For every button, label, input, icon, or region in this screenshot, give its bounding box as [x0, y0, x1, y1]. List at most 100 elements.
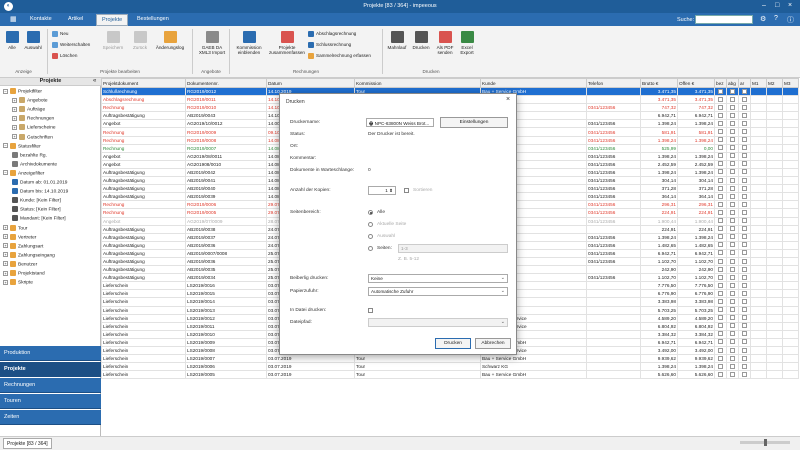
tree-item[interactable]: Status: [Kein Filter] [12, 206, 61, 213]
speichern-button[interactable]: Speichern [100, 31, 126, 50]
flag-cell[interactable] [738, 151, 751, 161]
flag-cell[interactable] [782, 95, 799, 105]
flag-checkbox[interactable] [742, 298, 747, 304]
flag-cell[interactable] [726, 159, 739, 169]
drucken-confirm-button[interactable]: Drucken [435, 338, 471, 349]
flag-cell[interactable] [782, 200, 799, 210]
flag-cell[interactable] [766, 281, 783, 291]
table-row[interactable]: Lieferschein LS2019/0005 03.07.2019 Tour Bau… [101, 370, 799, 380]
flag-cell[interactable] [782, 119, 799, 129]
column-header[interactable]: M1 [750, 78, 767, 88]
column-header[interactable]: Datum [266, 78, 355, 88]
flag-checkbox[interactable] [718, 96, 723, 102]
flag-cell[interactable] [738, 184, 751, 194]
flag-checkbox[interactable] [730, 250, 735, 256]
expand-icon[interactable]: + [3, 270, 8, 276]
flag-cell[interactable] [714, 305, 727, 315]
flag-checkbox[interactable] [730, 315, 735, 321]
flag-checkbox[interactable] [730, 298, 735, 304]
flag-cell[interactable] [726, 119, 739, 129]
flag-checkbox[interactable] [730, 177, 735, 183]
nav-touren[interactable]: Touren [0, 394, 101, 409]
flag-cell[interactable] [738, 127, 751, 137]
flag-cell[interactable] [738, 176, 751, 186]
flag-cell[interactable] [750, 176, 767, 186]
flag-cell[interactable] [738, 200, 751, 210]
flag-cell[interactable] [726, 240, 739, 250]
flag-checkbox[interactable] [730, 347, 735, 353]
flag-checkbox[interactable] [718, 355, 723, 361]
nav-zeiten[interactable]: Zeiten [0, 410, 101, 425]
flag-cell[interactable] [714, 345, 727, 356]
flag-cell[interactable] [750, 305, 767, 315]
als-pdf-button[interactable]: Als PDF senden [434, 31, 456, 55]
flag-cell[interactable] [714, 95, 727, 105]
flag-checkbox[interactable] [742, 242, 747, 248]
flag-checkbox[interactable] [742, 371, 747, 377]
flag-checkbox[interactable] [718, 347, 723, 353]
beiberlig-select[interactable]: Keine ⌄ [368, 274, 508, 283]
flag-cell[interactable] [766, 265, 783, 275]
flag-checkbox[interactable] [742, 331, 747, 337]
search-input[interactable] [695, 15, 753, 24]
flag-checkbox[interactable] [742, 347, 747, 353]
flag-cell[interactable] [750, 127, 767, 137]
tree-item[interactable]: Kunde: [Kein Filter] [12, 197, 61, 203]
tree-item[interactable]: + Gutschriften [12, 133, 53, 140]
schlussrechnung-button[interactable]: Schlussrechnung [308, 42, 351, 48]
flag-cell[interactable] [726, 256, 739, 267]
flag-checkbox[interactable] [730, 218, 735, 224]
stepper-icon[interactable]: ⬍ [387, 188, 393, 193]
collapse-icon[interactable]: − [3, 88, 8, 94]
flag-cell[interactable] [750, 86, 767, 97]
flag-cell[interactable] [714, 273, 727, 283]
flag-cell[interactable] [750, 208, 767, 218]
flag-cell[interactable] [738, 103, 751, 113]
auswahl-button[interactable]: Auswahl [22, 31, 44, 50]
flag-cell[interactable] [738, 256, 751, 267]
sammelrechnung-button[interactable]: Sammelrechnung erfassen [308, 53, 371, 59]
flag-checkbox[interactable] [718, 282, 723, 288]
tab-bestellungen[interactable]: Bestellungen [137, 16, 169, 22]
flag-cell[interactable] [766, 289, 783, 299]
flag-checkbox[interactable] [742, 201, 747, 207]
flag-checkbox[interactable] [742, 185, 747, 191]
neu-button[interactable]: Neu [52, 31, 68, 37]
flag-checkbox[interactable] [730, 153, 735, 159]
tree-item[interactable]: − Statusfilter [3, 142, 41, 149]
flag-cell[interactable] [714, 192, 727, 202]
in-datei-checkbox[interactable] [368, 308, 373, 313]
flag-cell[interactable] [766, 95, 783, 105]
dialog-close-button[interactable]: × [506, 96, 511, 103]
flag-cell[interactable] [738, 337, 751, 348]
flag-cell[interactable] [714, 143, 727, 153]
flag-cell[interactable] [726, 273, 739, 283]
seiten-radio[interactable] [368, 246, 373, 251]
flag-cell[interactable] [714, 86, 727, 97]
flag-checkbox[interactable] [742, 234, 747, 240]
flag-cell[interactable] [714, 337, 727, 348]
flag-cell[interactable] [766, 119, 783, 129]
flag-cell[interactable] [766, 184, 783, 194]
flag-cell[interactable] [766, 313, 783, 323]
tree-item[interactable]: + Vertreter [3, 233, 36, 240]
flag-cell[interactable] [766, 321, 783, 331]
flag-cell[interactable] [750, 224, 767, 234]
flag-checkbox[interactable] [742, 177, 747, 183]
flag-cell[interactable] [766, 159, 783, 169]
flag-cell[interactable] [738, 313, 751, 323]
flag-cell[interactable] [726, 265, 739, 275]
column-header[interactable]: bez [714, 78, 727, 88]
flag-cell[interactable] [714, 111, 727, 121]
flag-checkbox[interactable] [718, 323, 723, 329]
column-header[interactable]: abg [726, 78, 739, 88]
flag-cell[interactable] [782, 305, 799, 315]
flag-cell[interactable] [726, 305, 739, 315]
flag-checkbox[interactable] [718, 129, 723, 135]
flag-cell[interactable] [714, 354, 727, 364]
flag-checkbox[interactable] [718, 331, 723, 337]
tree-item[interactable]: + Skripte [3, 279, 33, 285]
flag-checkbox[interactable] [718, 298, 723, 304]
flag-checkbox[interactable] [718, 137, 723, 143]
flag-cell[interactable] [726, 313, 739, 323]
